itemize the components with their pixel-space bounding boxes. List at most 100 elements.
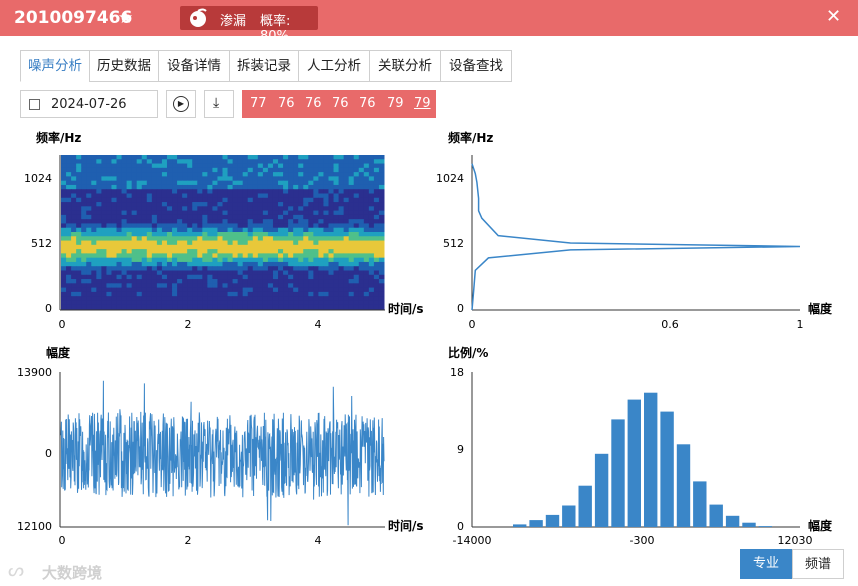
- heatmap-cell: [182, 197, 188, 203]
- heatmap-cell: [146, 287, 153, 293]
- heatmap-cell: [136, 206, 143, 212]
- tab-install-records[interactable]: 拆装记录: [229, 50, 299, 82]
- heatmap-cell: [116, 244, 123, 250]
- heatmap-cell: [121, 184, 128, 190]
- heatmap-cell: [151, 236, 158, 242]
- heatmap-cell: [368, 283, 375, 289]
- level-value[interactable]: 79: [414, 96, 431, 111]
- heatmap-cell: [146, 176, 153, 182]
- tab-device-details[interactable]: 设备详情: [158, 50, 230, 82]
- heatmap-cell: [182, 193, 188, 199]
- heatmap-cell: [262, 300, 269, 306]
- tab-noise-analysis[interactable]: 噪声分析: [20, 50, 90, 82]
- heatmap-cell: [293, 253, 299, 259]
- heatmap-cell: [106, 240, 112, 246]
- heatmap-cell: [252, 296, 259, 301]
- heatmap-cell: [368, 261, 375, 267]
- heatmap-cell: [267, 227, 274, 233]
- heatmap-cell: [333, 227, 340, 233]
- heatmap-cell: [237, 236, 244, 242]
- heatmap-cell: [217, 249, 223, 254]
- heatmap-cell: [71, 300, 77, 306]
- heatmap-cell: [172, 266, 178, 271]
- heatmap-cell: [187, 219, 193, 224]
- tab-manual-analysis[interactable]: 人工分析: [298, 50, 370, 82]
- level-value[interactable]: 77: [250, 96, 267, 111]
- heatmap-cell: [161, 210, 168, 216]
- heatmap-cell: [232, 274, 239, 280]
- heatmap-cell: [252, 240, 259, 246]
- close-icon[interactable]: ✕: [826, 6, 842, 27]
- tab-history[interactable]: 历史数据: [89, 50, 159, 82]
- heatmap-cell: [247, 219, 254, 224]
- heatmap-cell: [333, 223, 340, 229]
- date-picker[interactable]: 2024-07-26: [20, 90, 158, 118]
- heatmap-cell: [212, 249, 218, 254]
- heatmap-cell: [71, 291, 77, 297]
- heatmap-cell: [323, 206, 329, 212]
- heatmap-cell: [192, 189, 198, 194]
- heatmap-cell: [288, 304, 294, 310]
- play-button[interactable]: ▶: [166, 90, 196, 118]
- heatmap-cell: [318, 279, 324, 284]
- heatmap-cell: [106, 214, 112, 220]
- tab-correlation[interactable]: 关联分析: [369, 50, 441, 82]
- heatmap-cell: [252, 287, 259, 293]
- heatmap-cell: [378, 236, 385, 242]
- heatmap-cell: [131, 206, 138, 212]
- heatmap-cell: [126, 296, 133, 301]
- level-value[interactable]: 76: [359, 96, 376, 111]
- heatmap-cell: [151, 155, 158, 160]
- heatmap-cell: [202, 279, 208, 284]
- heatmap-cell: [257, 210, 264, 216]
- heatmap-cell: [131, 197, 138, 203]
- tab-device-search[interactable]: 设备查找: [440, 50, 512, 82]
- heatmap-cell: [232, 304, 239, 310]
- heatmap-cell: [313, 193, 319, 199]
- heatmap-cell: [232, 167, 239, 173]
- heatmap-cell: [156, 279, 163, 284]
- spectrum-view-button[interactable]: 频谱: [792, 549, 844, 579]
- heatmap-cell: [313, 236, 319, 242]
- heatmap-cell: [323, 172, 329, 177]
- heatmap-cell: [172, 180, 178, 186]
- heatmap-cell: [101, 227, 107, 233]
- heatmap-cell: [373, 197, 380, 203]
- level-value[interactable]: 76: [305, 96, 322, 111]
- heatmap-cell: [363, 167, 370, 173]
- tick-label: 0: [59, 318, 66, 331]
- heatmap-cell: [363, 189, 370, 194]
- heatmap-cell: [298, 283, 304, 289]
- heatmap-cell: [257, 184, 264, 190]
- heatmap-cell: [298, 300, 304, 306]
- heatmap-cell: [217, 304, 223, 310]
- heatmap-cell: [156, 261, 163, 267]
- heatmap-cell: [278, 291, 284, 297]
- heatmap-cell: [116, 223, 123, 229]
- download-button[interactable]: ⤓: [204, 90, 234, 118]
- heatmap-cell: [96, 189, 102, 194]
- heatmap-cell: [61, 304, 67, 310]
- heatmap-cell: [61, 206, 67, 212]
- professional-view-button[interactable]: 专业: [740, 549, 792, 579]
- heatmap-cell: [262, 184, 269, 190]
- heatmap-cell: [166, 206, 173, 212]
- heatmap-cell: [318, 261, 324, 267]
- heatmap-cell: [192, 202, 198, 207]
- heatmap-cell: [222, 189, 229, 194]
- heatmap-cell: [166, 184, 173, 190]
- level-value[interactable]: 76: [278, 96, 295, 111]
- heatmap-cell: [267, 270, 274, 276]
- heatmap-cell: [131, 296, 138, 301]
- heatmap-cell: [378, 214, 385, 220]
- level-value[interactable]: 76: [332, 96, 349, 111]
- heatmap-cell: [71, 283, 77, 289]
- heatmap-cell: [252, 279, 259, 284]
- level-value[interactable]: 79: [387, 96, 404, 111]
- heatmap-cell: [272, 304, 279, 310]
- star-icon[interactable]: ★: [118, 8, 134, 28]
- heatmap-cell: [202, 227, 208, 233]
- heatmap-cell: [166, 274, 173, 280]
- heatmap-cell: [172, 202, 178, 207]
- heatmap-cell: [151, 249, 158, 254]
